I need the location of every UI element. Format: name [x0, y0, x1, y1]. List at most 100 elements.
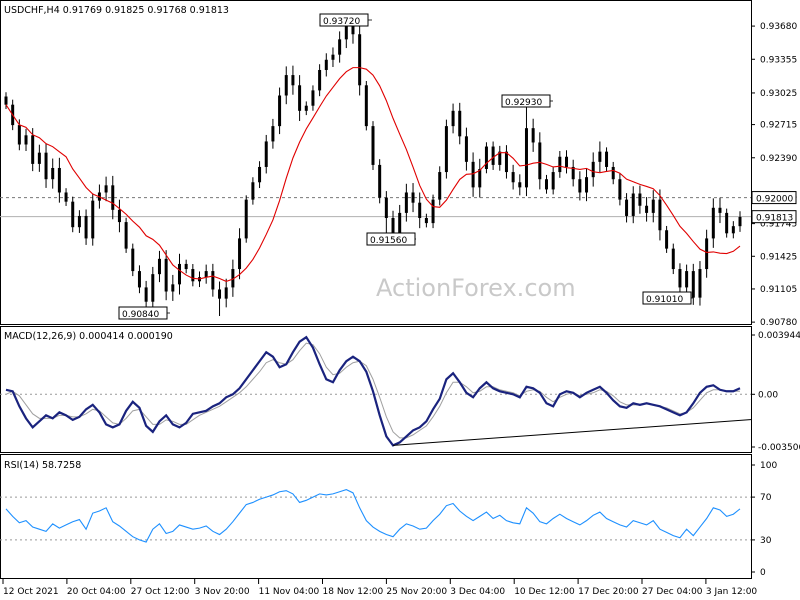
- rsi-layer: [0, 489, 751, 543]
- price-bar-body: [418, 202, 422, 218]
- price-bar-body: [698, 269, 702, 298]
- price-y-tick-label: 0.93355: [760, 55, 797, 65]
- price-bar-body: [184, 263, 188, 270]
- price-bar-body: [438, 172, 442, 200]
- price-y-tick-label: 0.91425: [760, 252, 797, 262]
- price-bar-body: [151, 274, 155, 302]
- price-bar-body: [238, 238, 242, 270]
- price-bar-body: [551, 172, 555, 190]
- rsi-y-tick-label: 30: [760, 536, 772, 546]
- price-bar-body: [171, 284, 175, 292]
- x-tick-label: 10 Dec 12:00: [514, 587, 575, 597]
- price-bar-body: [444, 126, 448, 173]
- price-y-tick-label: 0.91105: [760, 285, 797, 295]
- price-bar-body: [391, 218, 395, 237]
- rsi-y-tick-label: 70: [760, 493, 772, 503]
- price-bar-body: [17, 125, 21, 145]
- level-price-label: 0.92000: [756, 195, 793, 205]
- price-bar-body: [498, 151, 502, 165]
- price-bar-body: [565, 156, 569, 167]
- price-bar-body: [278, 95, 282, 127]
- price-bar-body: [44, 152, 48, 180]
- annotation-label: 0.93720: [323, 17, 360, 27]
- price-bar-body: [358, 34, 362, 86]
- annotation-box: [501, 94, 551, 108]
- price-bar-body: [518, 182, 522, 188]
- price-bar-body: [64, 192, 68, 202]
- annotation-box: [319, 13, 369, 27]
- price-bar-body: [264, 141, 268, 167]
- rsi-y-tick-label: 100: [760, 461, 777, 471]
- macd-line: [5, 335, 741, 447]
- rsi-title: RSI(14) 58.7258: [4, 460, 81, 471]
- price-bar-body: [164, 258, 168, 292]
- annotation-box: [642, 291, 692, 305]
- price-bar-body: [691, 271, 695, 298]
- last-price-label: 0.91813: [756, 214, 793, 224]
- price-bar-body: [478, 169, 482, 188]
- price-bar-body: [344, 26, 348, 40]
- price-bar-body: [585, 177, 589, 193]
- price-layer: 0.93720 0.92930 0.91560 0.90840 0.91010: [0, 13, 751, 320]
- price-bar-body: [738, 216, 742, 227]
- price-bar-body: [91, 200, 95, 239]
- annotation-label: 0.90840: [122, 310, 159, 320]
- price-bar-body: [464, 136, 468, 162]
- x-tick-label: 20 Oct 04:00: [67, 587, 126, 597]
- annotation-label: 0.92930: [505, 98, 542, 108]
- macd-title: MACD(12,26,9) 0.000414 0.000190: [4, 331, 173, 342]
- price-bar-body: [618, 179, 622, 200]
- axis-layer: 0.93680 0.93355 0.93025 0.92715 0.92390 0.920…: [2, 22, 800, 597]
- price-bar-body: [725, 212, 729, 234]
- price-bar-body: [611, 166, 615, 180]
- macd-trendline: [392, 419, 753, 446]
- price-bar-body: [484, 146, 488, 169]
- macd-panel-frame: [0, 326, 752, 453]
- price-y-tick-label: 0.91745: [760, 220, 797, 230]
- price-bar-body: [251, 182, 255, 200]
- price-bar-body: [731, 226, 735, 234]
- price-bar-body: [291, 75, 295, 86]
- price-bar-body: [284, 75, 288, 96]
- price-bar-body: [404, 192, 408, 213]
- price-bar-body: [645, 205, 649, 213]
- price-bar-body: [137, 271, 141, 288]
- price-bar-body: [631, 193, 635, 216]
- price-bar-body: [578, 179, 582, 193]
- price-y-tick-label: 0.90780: [760, 318, 797, 328]
- x-tick-label: 3 Nov 20:00: [195, 587, 250, 597]
- price-bar-body: [31, 135, 35, 164]
- price-bar-body: [324, 59, 328, 70]
- price-bar-body: [451, 110, 455, 127]
- price-bar-body: [718, 207, 722, 213]
- price-y-tick-label: 0.93680: [760, 22, 797, 32]
- moving-average-line: [5, 67, 741, 282]
- price-bar-body: [4, 96, 8, 105]
- price-bar-body: [104, 185, 108, 193]
- macd-signal-line: [5, 342, 740, 439]
- price-bar-body: [411, 192, 415, 203]
- price-bar-body: [364, 85, 368, 127]
- price-bar-body: [211, 271, 215, 290]
- x-tick-label: 27 Oct 12:00: [131, 587, 190, 597]
- price-bar-body: [24, 135, 28, 145]
- price-bar-body: [224, 287, 228, 299]
- price-bar-body: [371, 126, 375, 165]
- price-bar-body: [351, 26, 355, 35]
- price-bar-body: [705, 238, 709, 270]
- price-bar-body: [204, 271, 208, 278]
- price-bar-body: [471, 161, 475, 188]
- price-bar-body: [378, 164, 382, 198]
- price-bar-body: [651, 199, 655, 213]
- annotation-box: [366, 232, 416, 246]
- price-bar-body: [625, 199, 629, 216]
- price-y-tick-label: 0.93025: [760, 89, 797, 99]
- price-bar-body: [304, 105, 308, 111]
- price-y-tick-label: 0.92715: [760, 121, 797, 131]
- price-bar-body: [131, 248, 135, 272]
- price-bar-body: [398, 212, 402, 237]
- price-bar-body: [258, 166, 262, 183]
- price-bar-body: [538, 142, 542, 180]
- price-bar-body: [671, 248, 675, 270]
- price-bar-body: [665, 230, 669, 249]
